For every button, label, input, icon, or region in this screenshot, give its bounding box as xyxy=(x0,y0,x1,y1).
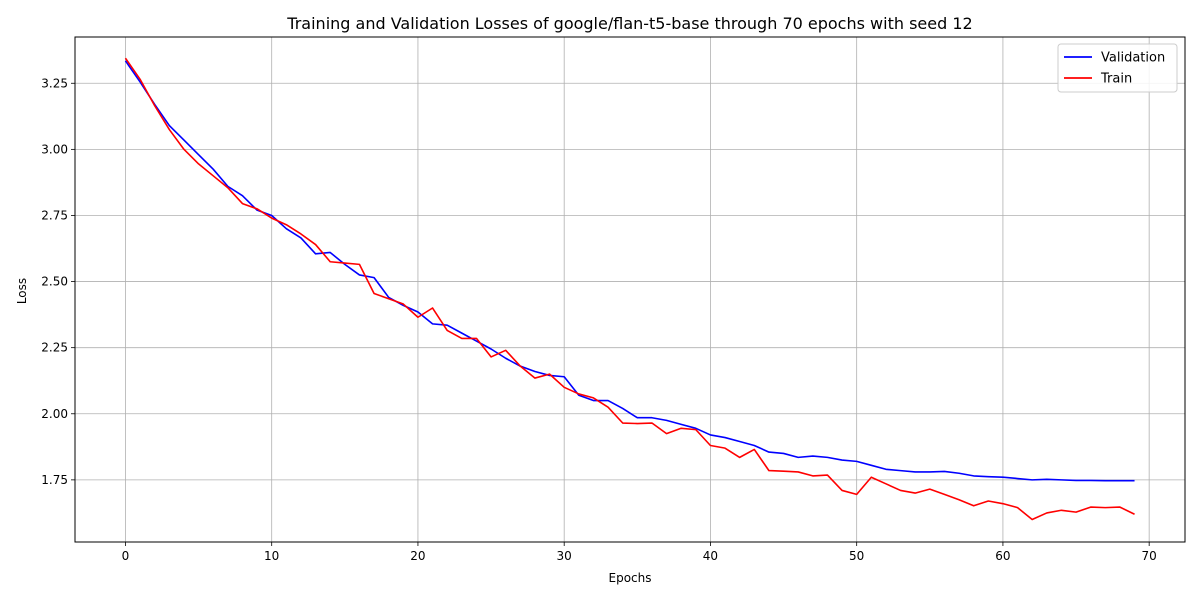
x-tick-label: 10 xyxy=(264,549,279,563)
x-tick-label: 50 xyxy=(849,549,864,563)
x-tick-label: 40 xyxy=(703,549,718,563)
x-axis-label: Epochs xyxy=(609,571,652,585)
y-axis-label: Loss xyxy=(15,278,29,304)
y-tick-label: 2.50 xyxy=(41,275,68,289)
legend-label-validation: Validation xyxy=(1101,51,1165,66)
x-tick-label: 70 xyxy=(1142,549,1157,563)
y-tick-label: 2.00 xyxy=(41,407,68,421)
x-tick-label: 20 xyxy=(410,549,425,563)
series-lines xyxy=(124,57,1135,521)
y-tick-label: 3.25 xyxy=(41,76,68,90)
plot-frame xyxy=(74,36,1186,543)
x-tick-label: 30 xyxy=(557,549,572,563)
legend-label-train: Train xyxy=(1100,72,1132,87)
series-line-train xyxy=(124,57,1135,521)
chart-title: Training and Validation Losses of google… xyxy=(286,14,972,33)
series-line-validation xyxy=(124,60,1135,482)
y-tick-label: 1.75 xyxy=(41,473,68,487)
y-tick-label: 3.00 xyxy=(41,142,68,156)
y-tick-label: 2.75 xyxy=(41,208,68,222)
axis-ticks: 0 10 20 30 40 50 60 70 1.75 2.00 2.25 2.50 2.75 3.00 3… xyxy=(41,76,1157,563)
y-tick-label: 2.25 xyxy=(41,341,68,355)
legend: Validation Train xyxy=(1057,43,1178,93)
grid xyxy=(75,37,1185,542)
x-tick-label: 60 xyxy=(995,549,1010,563)
legend-box xyxy=(1057,43,1178,93)
x-tick-label: 0 xyxy=(122,549,130,563)
